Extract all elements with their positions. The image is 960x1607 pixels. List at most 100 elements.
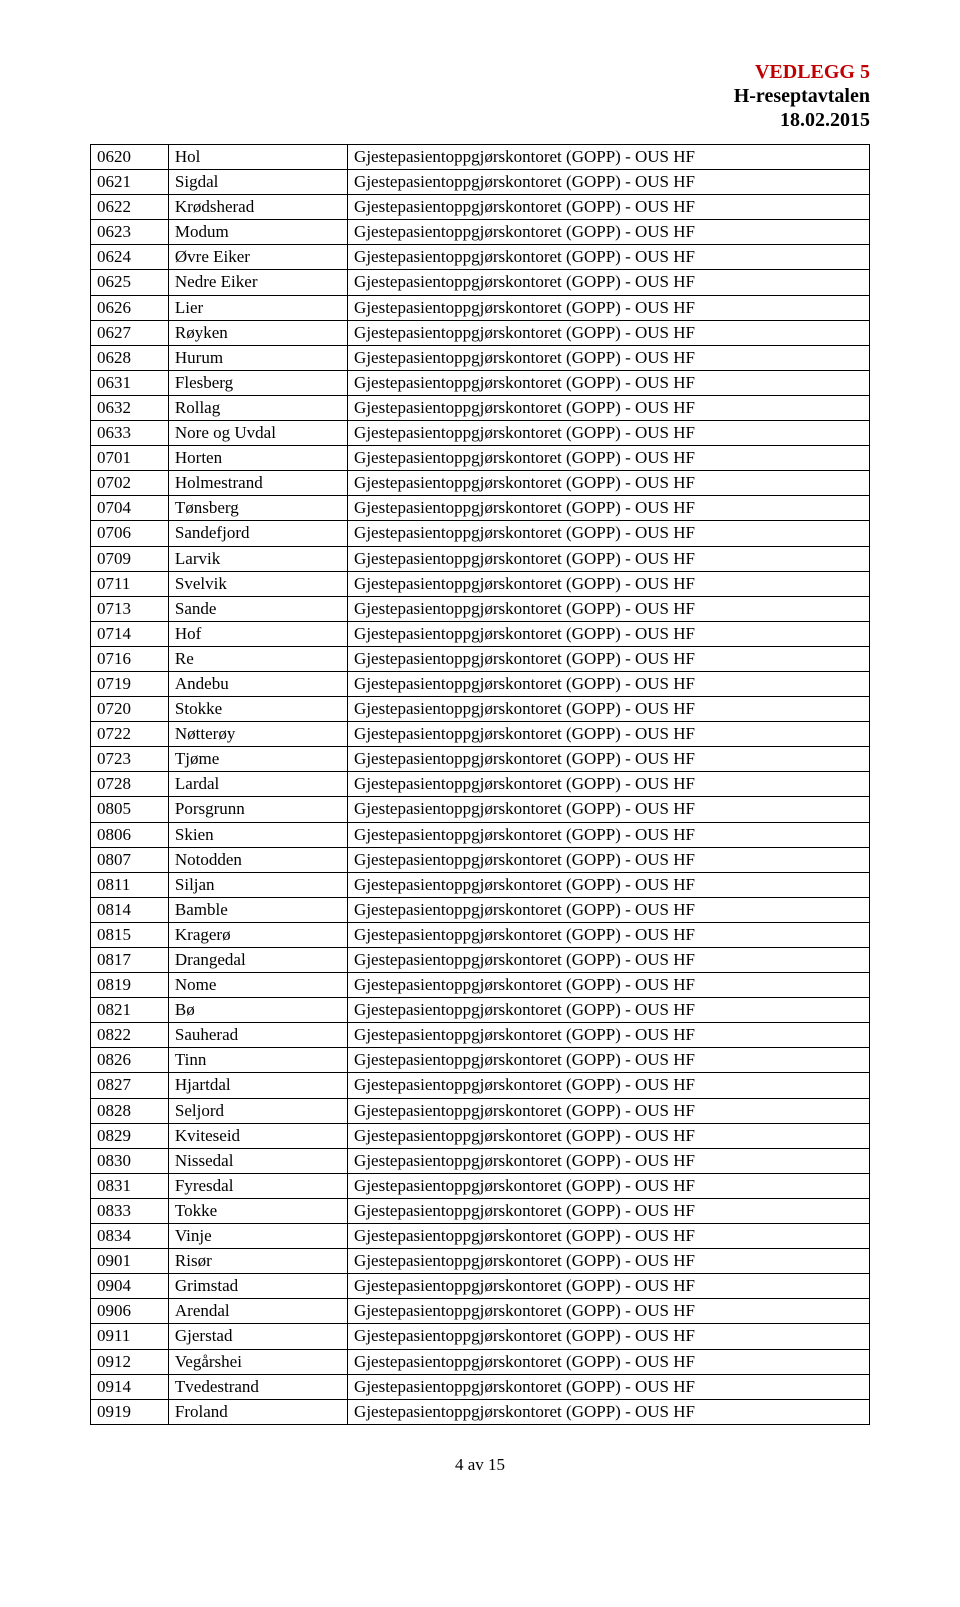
cell-code: 0623 <box>91 220 169 245</box>
table-row: 0829KviteseidGjestepasientoppgjørskontor… <box>91 1123 870 1148</box>
cell-office: Gjestepasientoppgjørskontoret (GOPP) - O… <box>348 797 870 822</box>
cell-code: 0906 <box>91 1299 169 1324</box>
cell-office: Gjestepasientoppgjørskontoret (GOPP) - O… <box>348 998 870 1023</box>
table-row: 0834VinjeGjestepasientoppgjørskontoret (… <box>91 1224 870 1249</box>
cell-code: 0628 <box>91 345 169 370</box>
cell-name: Re <box>168 646 347 671</box>
cell-name: Nome <box>168 973 347 998</box>
cell-code: 0621 <box>91 170 169 195</box>
cell-code: 0805 <box>91 797 169 822</box>
cell-code: 0811 <box>91 872 169 897</box>
table-row: 0624Øvre EikerGjestepasientoppgjørskonto… <box>91 245 870 270</box>
table-row: 0719AndebuGjestepasientoppgjørskontoret … <box>91 671 870 696</box>
cell-office: Gjestepasientoppgjørskontoret (GOPP) - O… <box>348 646 870 671</box>
table-row: 0830NissedalGjestepasientoppgjørskontore… <box>91 1148 870 1173</box>
cell-office: Gjestepasientoppgjørskontoret (GOPP) - O… <box>348 270 870 295</box>
cell-code: 0711 <box>91 571 169 596</box>
cell-code: 0620 <box>91 145 169 170</box>
cell-office: Gjestepasientoppgjørskontoret (GOPP) - O… <box>348 596 870 621</box>
cell-name: Hurum <box>168 345 347 370</box>
table-row: 0805PorsgrunnGjestepasientoppgjørskontor… <box>91 797 870 822</box>
table-row: 0706SandefjordGjestepasientoppgjørskonto… <box>91 521 870 546</box>
cell-name: Lardal <box>168 772 347 797</box>
cell-name: Siljan <box>168 872 347 897</box>
cell-office: Gjestepasientoppgjørskontoret (GOPP) - O… <box>348 220 870 245</box>
table-row: 0728LardalGjestepasientoppgjørskontoret … <box>91 772 870 797</box>
cell-name: Stokke <box>168 697 347 722</box>
cell-name: Hof <box>168 621 347 646</box>
cell-office: Gjestepasientoppgjørskontoret (GOPP) - O… <box>348 671 870 696</box>
cell-name: Kragerø <box>168 922 347 947</box>
cell-office: Gjestepasientoppgjørskontoret (GOPP) - O… <box>348 395 870 420</box>
cell-code: 0704 <box>91 496 169 521</box>
cell-name: Grimstad <box>168 1274 347 1299</box>
cell-office: Gjestepasientoppgjørskontoret (GOPP) - O… <box>348 1148 870 1173</box>
cell-office: Gjestepasientoppgjørskontoret (GOPP) - O… <box>348 772 870 797</box>
cell-code: 0631 <box>91 370 169 395</box>
cell-office: Gjestepasientoppgjørskontoret (GOPP) - O… <box>348 345 870 370</box>
table-row: 0819NomeGjestepasientoppgjørskontoret (G… <box>91 973 870 998</box>
cell-name: Vinje <box>168 1224 347 1249</box>
cell-code: 0633 <box>91 421 169 446</box>
table-row: 0714HofGjestepasientoppgjørskontoret (GO… <box>91 621 870 646</box>
table-row: 0704TønsbergGjestepasientoppgjørskontore… <box>91 496 870 521</box>
cell-office: Gjestepasientoppgjørskontoret (GOPP) - O… <box>348 1349 870 1374</box>
cell-code: 0702 <box>91 471 169 496</box>
cell-code: 0719 <box>91 671 169 696</box>
cell-name: Svelvik <box>168 571 347 596</box>
cell-code: 0626 <box>91 295 169 320</box>
cell-name: Bø <box>168 998 347 1023</box>
cell-office: Gjestepasientoppgjørskontoret (GOPP) - O… <box>348 1374 870 1399</box>
cell-code: 0722 <box>91 722 169 747</box>
cell-code: 0706 <box>91 521 169 546</box>
table-row: 0711SvelvikGjestepasientoppgjørskontoret… <box>91 571 870 596</box>
cell-office: Gjestepasientoppgjørskontoret (GOPP) - O… <box>348 195 870 220</box>
table-row: 0623ModumGjestepasientoppgjørskontoret (… <box>91 220 870 245</box>
cell-code: 0821 <box>91 998 169 1023</box>
cell-name: Risør <box>168 1249 347 1274</box>
cell-code: 0833 <box>91 1198 169 1223</box>
cell-code: 0822 <box>91 1023 169 1048</box>
table-row: 0831FyresdalGjestepasientoppgjørskontore… <box>91 1173 870 1198</box>
cell-code: 0815 <box>91 922 169 947</box>
cell-code: 0713 <box>91 596 169 621</box>
table-row: 0621SigdalGjestepasientoppgjørskontoret … <box>91 170 870 195</box>
cell-name: Krødsherad <box>168 195 347 220</box>
cell-name: Gjerstad <box>168 1324 347 1349</box>
cell-name: Tjøme <box>168 747 347 772</box>
table-row: 0826TinnGjestepasientoppgjørskontoret (G… <box>91 1048 870 1073</box>
page-footer: 4 av 15 <box>90 1455 870 1475</box>
table-row: 0911GjerstadGjestepasientoppgjørskontore… <box>91 1324 870 1349</box>
cell-name: Modum <box>168 220 347 245</box>
cell-code: 0814 <box>91 897 169 922</box>
cell-office: Gjestepasientoppgjørskontoret (GOPP) - O… <box>348 697 870 722</box>
table-row: 0912VegårsheiGjestepasientoppgjørskontor… <box>91 1349 870 1374</box>
table-row: 0626LierGjestepasientoppgjørskontoret (G… <box>91 295 870 320</box>
cell-code: 0827 <box>91 1073 169 1098</box>
table-row: 0625Nedre EikerGjestepasientoppgjørskont… <box>91 270 870 295</box>
cell-office: Gjestepasientoppgjørskontoret (GOPP) - O… <box>348 1073 870 1098</box>
table-row: 0632RollagGjestepasientoppgjørskontoret … <box>91 395 870 420</box>
cell-code: 0834 <box>91 1224 169 1249</box>
table-row: 0713SandeGjestepasientoppgjørskontoret (… <box>91 596 870 621</box>
cell-name: Nore og Uvdal <box>168 421 347 446</box>
cell-office: Gjestepasientoppgjørskontoret (GOPP) - O… <box>348 496 870 521</box>
cell-code: 0919 <box>91 1399 169 1424</box>
table-row: 0815KragerøGjestepasientoppgjørskontoret… <box>91 922 870 947</box>
cell-code: 0830 <box>91 1148 169 1173</box>
cell-name: Øvre Eiker <box>168 245 347 270</box>
table-row: 0919FrolandGjestepasientoppgjørskontoret… <box>91 1399 870 1424</box>
table-row: 0811SiljanGjestepasientoppgjørskontoret … <box>91 872 870 897</box>
cell-name: Notodden <box>168 847 347 872</box>
cell-code: 0624 <box>91 245 169 270</box>
cell-name: Nedre Eiker <box>168 270 347 295</box>
cell-code: 0807 <box>91 847 169 872</box>
cell-code: 0720 <box>91 697 169 722</box>
cell-code: 0709 <box>91 546 169 571</box>
cell-name: Tvedestrand <box>168 1374 347 1399</box>
cell-name: Drangedal <box>168 948 347 973</box>
cell-code: 0819 <box>91 973 169 998</box>
cell-office: Gjestepasientoppgjørskontoret (GOPP) - O… <box>348 370 870 395</box>
cell-name: Rollag <box>168 395 347 420</box>
cell-office: Gjestepasientoppgjørskontoret (GOPP) - O… <box>348 521 870 546</box>
